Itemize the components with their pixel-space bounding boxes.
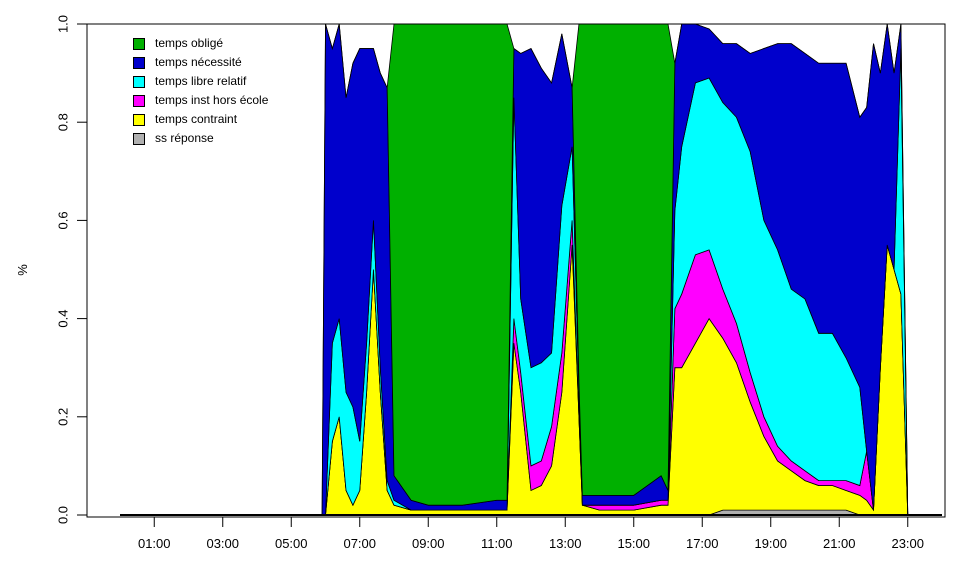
- legend-item: temps libre relatif: [133, 72, 268, 91]
- x-tick-label: 05:00: [275, 536, 308, 551]
- legend: temps obligé temps nécessité temps libre r…: [133, 34, 268, 148]
- plot-frame: [86, 23, 946, 518]
- legend-item: temps obligé: [133, 34, 268, 53]
- x-tick-label: 01:00: [138, 536, 171, 551]
- legend-swatch: [133, 56, 145, 69]
- legend-swatch: [133, 132, 145, 145]
- y-tick-label: 0.2: [55, 408, 70, 426]
- y-tick-label: 0.0: [55, 506, 70, 524]
- y-tick-label: 0.6: [55, 211, 70, 229]
- legend-label: temps libre relatif: [155, 74, 247, 88]
- legend-item: temps inst hors école: [133, 91, 268, 110]
- x-tick-label: 23:00: [891, 536, 924, 551]
- legend-swatch: [133, 75, 145, 88]
- legend-item: temps nécessité: [133, 53, 268, 72]
- legend-swatch: [133, 113, 145, 126]
- legend-label: temps inst hors école: [155, 93, 269, 107]
- legend-swatch: [133, 37, 145, 50]
- x-tick-label: 19:00: [754, 536, 787, 551]
- area-layers: [120, 23, 942, 516]
- y-tick-label: 0.8: [55, 113, 70, 131]
- legend-item: temps contraint: [133, 110, 268, 129]
- x-tick-label: 03:00: [206, 536, 239, 551]
- y-tick-label: 0.4: [55, 310, 70, 328]
- x-axis: 01:00 03:00 05:00 07:00 09:00 11:00 13:00 15:00…: [138, 517, 924, 551]
- area-temps-obligé: [120, 23, 942, 516]
- x-tick-label: 11:00: [481, 536, 513, 551]
- y-tick-label: 1.0: [55, 15, 70, 33]
- x-tick-label: 21:00: [823, 536, 856, 551]
- x-tick-label: 17:00: [686, 536, 719, 551]
- y-axis-label: %: [15, 264, 30, 276]
- x-tick-label: 09:00: [412, 536, 445, 551]
- legend-swatch: [133, 94, 145, 107]
- y-axis: 0.0 0.2 0.4 0.6 0.8 1.0: [55, 15, 87, 524]
- legend-label: temps obligé: [155, 36, 224, 50]
- x-tick-label: 13:00: [549, 536, 582, 551]
- x-tick-label: 07:00: [343, 536, 376, 551]
- x-tick-label: 15:00: [617, 536, 650, 551]
- legend-label: ss réponse: [155, 131, 214, 145]
- legend-label: temps contraint: [155, 112, 238, 126]
- legend-label: temps nécessité: [155, 55, 242, 69]
- legend-item: ss réponse: [133, 129, 268, 148]
